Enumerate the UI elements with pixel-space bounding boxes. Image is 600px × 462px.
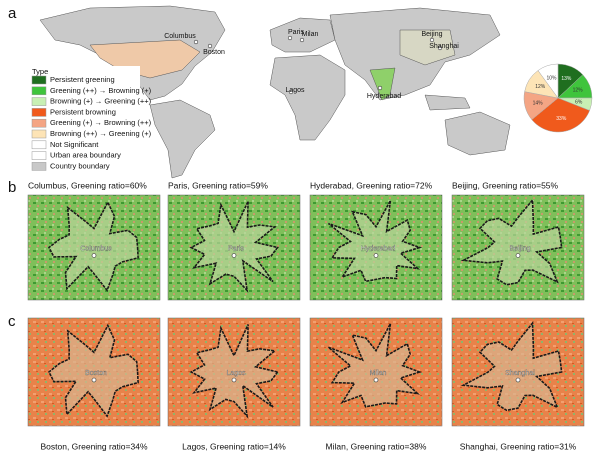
panel-label: b (8, 179, 16, 196)
city-dot (287, 35, 293, 41)
world-map (39, 5, 511, 179)
urban-core (328, 323, 420, 407)
panel-caption: Shanghai, Greening ratio=31% (460, 441, 577, 451)
legend-label: Browning (++) → Greening (+) (50, 129, 152, 138)
urban-boundary (327, 200, 423, 283)
city-dot (299, 37, 305, 43)
panel-caption: Paris, Greening ratio=59% (168, 180, 268, 190)
pie-label: 12% (535, 84, 546, 90)
pie-label: 14% (533, 101, 544, 107)
urban-boundary (327, 323, 423, 408)
urban-boundary (460, 321, 563, 412)
urban-boundary (189, 324, 279, 419)
urban-boundary (189, 200, 279, 293)
legend-label: Persistent greening (50, 75, 115, 84)
city-dot (373, 253, 379, 258)
city-label: Milan (370, 370, 387, 377)
legend-swatch (31, 75, 47, 85)
city-label: Beijing (421, 31, 442, 38)
urban-core (463, 200, 562, 285)
legend-swatch (31, 108, 47, 117)
city-dot (515, 377, 521, 383)
legend-box (28, 66, 140, 178)
pie-slice (531, 97, 590, 133)
legend-label: Country boundary (50, 161, 110, 170)
city-label: Boston (85, 370, 107, 377)
city-label: Columbus (164, 33, 196, 40)
city-dot (231, 253, 237, 258)
city-label: Lagos (226, 370, 246, 377)
pie-label: 12% (573, 88, 584, 94)
urban-core (49, 325, 139, 417)
panel-caption: Hyderabad, Greening ratio=72% (310, 180, 433, 190)
pie-label: 10% (546, 75, 557, 81)
city-dot (231, 377, 237, 383)
city-label: Hyderabad (367, 93, 401, 100)
panel-caption: Boston, Greening ratio=34% (40, 441, 147, 451)
panel-label: a (8, 5, 17, 22)
urban-boundary (47, 200, 139, 292)
city-label: Lagos (285, 87, 305, 94)
city-label: Shanghai (505, 370, 535, 377)
urban-core (328, 200, 420, 282)
pie-label: 33% (556, 116, 567, 122)
city-dot (437, 45, 443, 51)
legend-swatch (31, 97, 47, 106)
city-label: Paris (228, 245, 244, 252)
city-label: Paris (288, 29, 304, 36)
legend-swatch (31, 86, 47, 96)
legend-label: Greening (++) → Browning (+) (50, 86, 152, 95)
legend-swatch (31, 140, 47, 150)
legend-swatch (31, 151, 47, 160)
urban-boundary (460, 197, 563, 286)
city-dot (91, 253, 97, 258)
legend-label: Greening (+) → Browning (++) (50, 118, 152, 127)
panel-caption: Beijing, Greening ratio=55% (452, 180, 559, 190)
city-label: Hyderabad (361, 245, 395, 252)
city-label: Beijing (509, 245, 530, 252)
urban-core (191, 201, 278, 291)
city-dot (288, 89, 294, 95)
legend-label: Browning (+) → Greening (++) (50, 97, 152, 106)
urban-core (49, 202, 139, 291)
legend-label: Urban area boundary (50, 151, 121, 160)
pie-label: 13% (561, 76, 572, 82)
city-dot (193, 39, 199, 45)
urban-core (191, 324, 278, 417)
city-dot (207, 43, 213, 49)
legend-swatch (31, 129, 47, 139)
urban-boundary (47, 323, 139, 418)
legend-swatch (31, 118, 47, 128)
panel-caption: Lagos, Greening ratio=14% (182, 441, 286, 451)
city-label: Shanghai (429, 43, 459, 50)
panel-label: c (8, 313, 16, 330)
city-label: Boston (203, 49, 225, 56)
city-label: Columbus (80, 245, 112, 252)
pie-label: 6% (575, 99, 583, 105)
pie-slice (537, 63, 559, 99)
city-dot (91, 377, 97, 383)
city-dot (515, 253, 521, 258)
city-dot (429, 37, 435, 43)
city-dot (373, 377, 379, 383)
city-dot (377, 85, 383, 91)
panel-caption: Columbus, Greening ratio=60% (28, 180, 147, 190)
panel-caption: Milan, Greening ratio=38% (326, 441, 427, 451)
legend-label: Not Significant (50, 140, 99, 149)
city-label: Milan (302, 31, 319, 38)
legend-swatch (31, 162, 47, 171)
legend-label: Persistent browning (50, 107, 116, 116)
legend-title: Type (32, 67, 48, 76)
